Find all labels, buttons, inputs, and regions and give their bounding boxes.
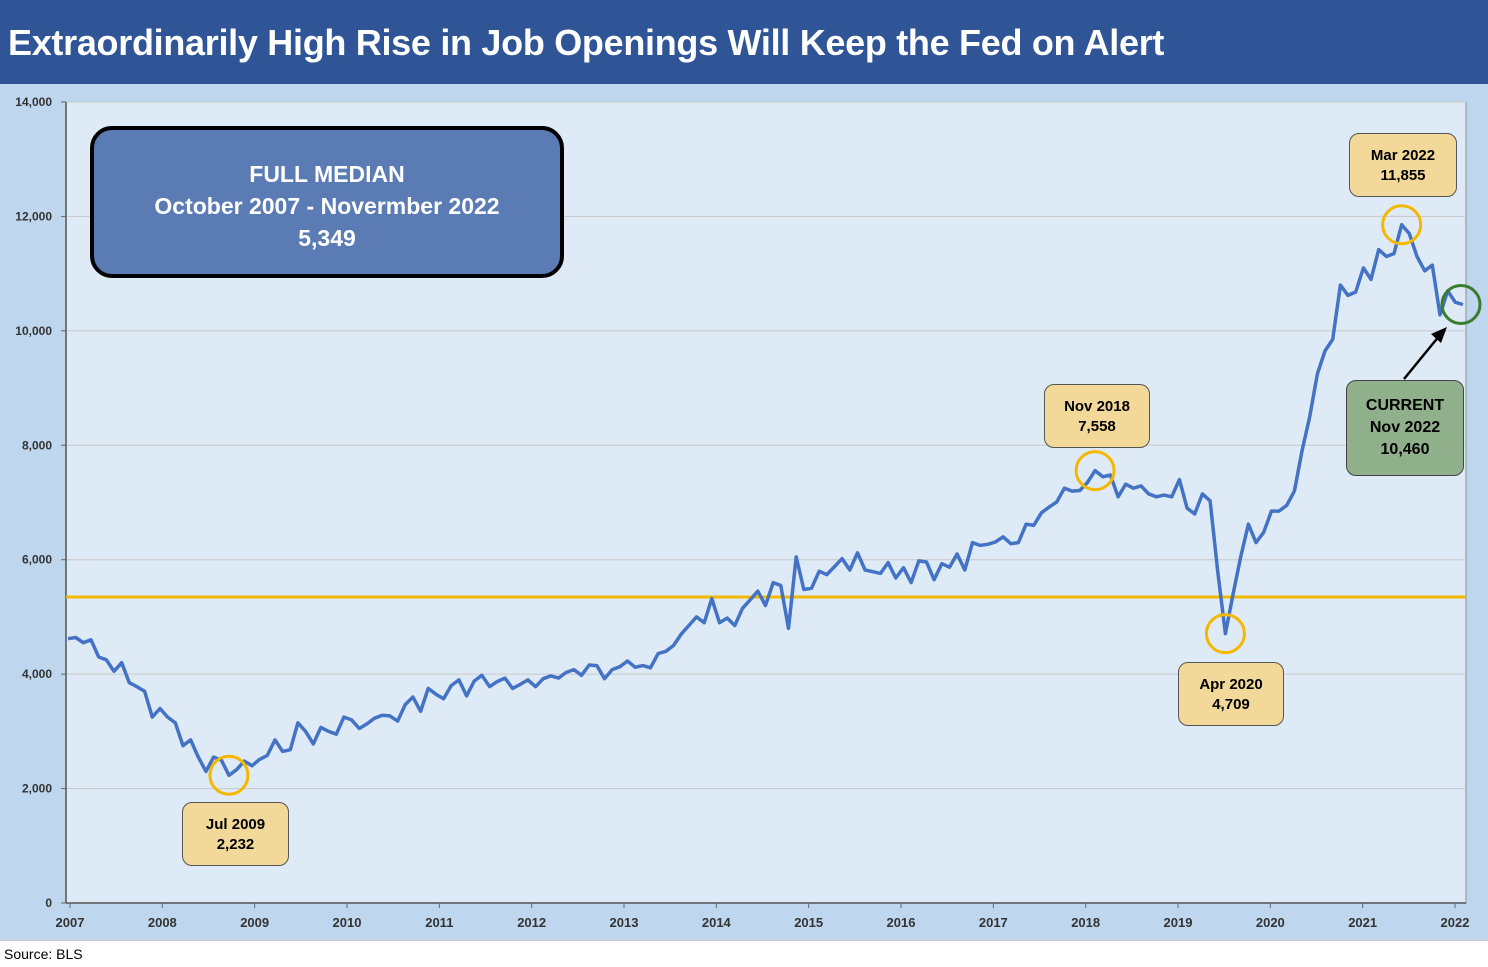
x-tick-label: 2015 <box>794 915 823 930</box>
x-tick-label: 2019 <box>1164 915 1193 930</box>
x-tick-label: 2007 <box>56 915 85 930</box>
callout-mar-2022-value: 11,855 <box>1380 167 1426 184</box>
highlight-circle-nov-2018 <box>1074 450 1116 492</box>
x-tick-label: 2017 <box>979 915 1008 930</box>
callout-current-value: 10,460 <box>1380 441 1430 458</box>
callout-apr-2020: Apr 2020 4,709 <box>1178 662 1284 726</box>
y-tick-label: 8,000 <box>22 438 52 452</box>
x-tick-label: 2022 <box>1441 915 1470 930</box>
x-tick-label: 2021 <box>1348 915 1377 930</box>
series-line <box>67 222 1464 778</box>
callout-jul-2009: Jul 2009 2,232 <box>182 802 289 866</box>
median-box-title: FULL MEDIAN <box>249 161 405 187</box>
callout-current-date: Nov 2022 <box>1369 419 1441 436</box>
highlight-circle-jul-2009 <box>208 754 250 796</box>
median-box: FULL MEDIAN October 2007 - Novermber 202… <box>90 126 564 278</box>
callout-apr-2020-label: Apr 2020 <box>1199 676 1263 693</box>
y-tick-label: 6,000 <box>22 553 52 567</box>
callout-jul-2009-value: 2,232 <box>216 836 255 853</box>
median-box-value: 5,349 <box>298 225 356 251</box>
callout-mar-2022: Mar 2022 11,855 <box>1349 133 1457 197</box>
x-tick-label: 2018 <box>1071 915 1100 930</box>
title-bar: Extraordinarily High Rise in Job Opening… <box>0 0 1488 84</box>
x-tick-label: 2012 <box>517 915 546 930</box>
x-tick-label: 2010 <box>333 915 362 930</box>
highlight-circle-current <box>1440 284 1482 326</box>
callout-jul-2009-label: Jul 2009 <box>205 816 266 833</box>
chart-title: Extraordinarily High Rise in Job Opening… <box>8 22 1165 63</box>
x-tick-label: 2008 <box>148 915 177 930</box>
current-arrow-shaft <box>1403 334 1441 380</box>
x-tick-label: 2013 <box>610 915 639 930</box>
callout-nov-2018-label: Nov 2018 <box>1064 398 1130 415</box>
y-tick-label: 14,000 <box>15 95 52 109</box>
y-tick-label: 10,000 <box>15 324 52 338</box>
callout-nov-2018-value: 7,558 <box>1078 418 1116 435</box>
callout-current: CURRENT Nov 2022 10,460 <box>1346 380 1464 476</box>
callout-nov-2018: Nov 2018 7,558 <box>1044 384 1150 448</box>
y-tick-label: 12,000 <box>15 209 52 223</box>
callout-mar-2022-label: Mar 2022 <box>1370 147 1436 164</box>
y-tick-label: 2,000 <box>22 782 52 796</box>
x-tick-label: 2016 <box>887 915 916 930</box>
y-tick-label: 0 <box>45 896 52 910</box>
highlight-circle-apr-2020 <box>1204 613 1246 655</box>
x-tick-label: 2020 <box>1256 915 1285 930</box>
highlight-circle-mar-2022 <box>1381 204 1423 246</box>
source-note: Source: BLS <box>4 946 83 962</box>
current-arrow-head <box>1431 327 1447 343</box>
x-tick-label: 2011 <box>425 915 453 930</box>
source-bar: Source: BLS <box>0 940 1488 967</box>
callout-current-label: CURRENT <box>1365 397 1445 414</box>
x-tick-label: 2014 <box>702 915 732 930</box>
x-tick-label: 2009 <box>240 915 269 930</box>
y-tick-label: 4,000 <box>22 667 52 681</box>
callout-apr-2020-value: 4,709 <box>1212 696 1250 713</box>
median-box-period: October 2007 - Novermber 2022 <box>154 193 500 219</box>
